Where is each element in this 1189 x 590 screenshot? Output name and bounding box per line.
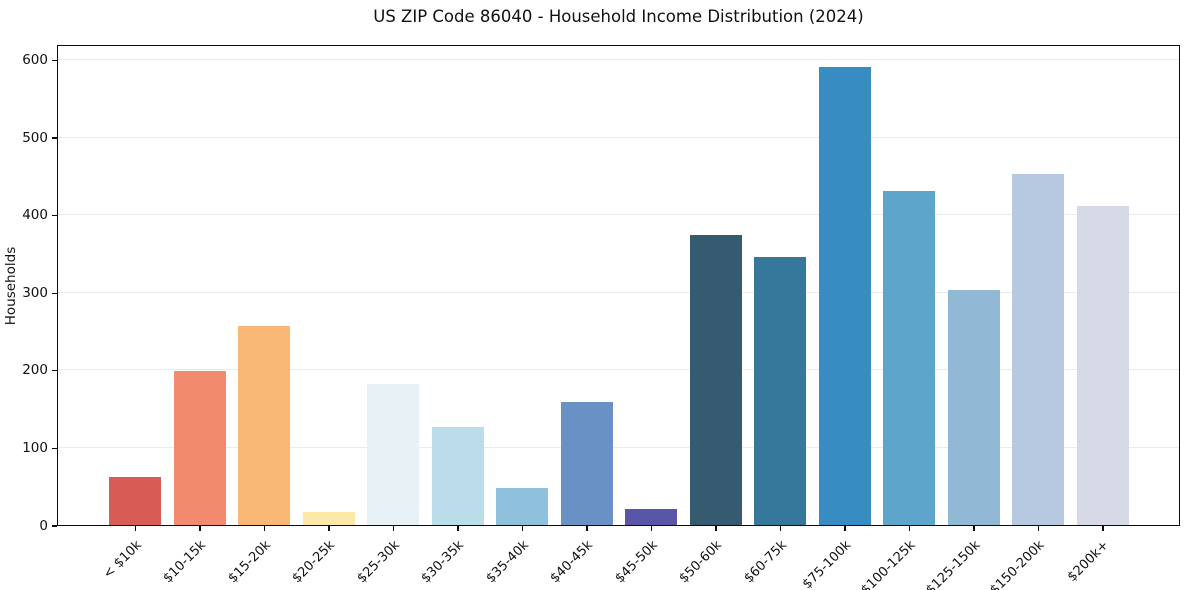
bar-20-25k: [302, 511, 355, 525]
x-tick-mark: [521, 526, 524, 531]
x-tick-label-text: $125-150k: [923, 537, 984, 590]
y-tick-label: 200: [22, 362, 48, 379]
bar-10-15k: [173, 370, 226, 525]
x-tick-mark: [263, 526, 266, 531]
x-tick-label-text: < $10k: [100, 537, 145, 582]
bar-35-40k: [496, 487, 549, 525]
y-tick-mark: [52, 59, 57, 62]
x-tick-mark: [457, 526, 459, 531]
gridline: [58, 291, 1179, 293]
x-tick-mark: [1102, 526, 1104, 531]
y-tick-label: 300: [22, 284, 48, 301]
y-tick-label: 600: [22, 52, 48, 69]
x-tick-label-text: $10-15k: [160, 537, 210, 587]
bar-150-200k: [1012, 173, 1065, 525]
bar-50-60k: [689, 234, 742, 525]
y-tick-mark: [52, 292, 57, 294]
x-tick-label-text: $25-30k: [354, 537, 403, 587]
bar-75-100k: [818, 67, 871, 525]
bar-60-75k: [754, 257, 807, 525]
x-tick-label-text: $45-50k: [612, 537, 661, 587]
x-tick-mark: [779, 526, 782, 531]
x-tick-label-text: $15-20k: [225, 537, 274, 587]
y-tick-label: 400: [22, 207, 48, 224]
x-tick-label-text: $100-125k: [858, 537, 919, 590]
x-tick-mark: [392, 526, 395, 531]
x-tick-label-text: $50-60k: [676, 537, 726, 587]
bar-25-30k: [367, 383, 420, 525]
gridline: [58, 214, 1179, 216]
x-tick-mark: [844, 526, 846, 531]
x-tick-label-text: $60-75k: [741, 537, 790, 587]
bar-100-125k: [883, 190, 936, 525]
x-tick-label-text: $35-40k: [483, 537, 532, 587]
x-tick-mark: [715, 526, 717, 531]
y-tick-label: 500: [22, 129, 48, 146]
y-tick-mark: [52, 137, 57, 139]
bar-10k: [109, 476, 162, 525]
gridline: [58, 446, 1179, 448]
x-tick-mark: [1037, 526, 1040, 531]
x-tick-label-text: $30-35k: [418, 537, 468, 587]
plot-area: [57, 45, 1180, 526]
x-tick-mark: [650, 526, 653, 531]
bar-30-35k: [431, 427, 484, 525]
x-tick-mark: [328, 526, 330, 531]
bar-125-150k: [947, 289, 1000, 525]
gridline: [58, 369, 1179, 371]
x-tick-label-text: $20-25k: [289, 537, 339, 587]
bar-40-45k: [560, 401, 613, 525]
y-tick-label: 0: [39, 517, 48, 534]
x-tick-mark: [908, 526, 911, 531]
y-tick-mark: [52, 370, 57, 372]
y-tick-mark: [52, 447, 57, 449]
x-tick-mark: [134, 526, 137, 531]
x-tick-label-text: $150-200k: [987, 537, 1048, 590]
bar-200k: [1076, 206, 1129, 525]
bar-15-20k: [238, 326, 291, 525]
y-tick-label: 100: [22, 439, 48, 456]
y-tick-mark: [52, 525, 57, 527]
x-tick-label-text: $75-100k: [800, 537, 855, 590]
x-tick-label-text: $200k+: [1065, 537, 1113, 585]
bar-45-50k: [625, 508, 678, 525]
x-tick-mark: [199, 526, 201, 531]
x-tick-mark: [586, 526, 588, 531]
gridline: [58, 59, 1179, 61]
chart-title: US ZIP Code 86040 - Household Income Dis…: [373, 7, 864, 26]
y-tick-mark: [52, 215, 57, 217]
gridline: [58, 136, 1179, 138]
x-tick-mark: [973, 526, 975, 531]
x-tick-label-text: $40-45k: [547, 537, 597, 587]
